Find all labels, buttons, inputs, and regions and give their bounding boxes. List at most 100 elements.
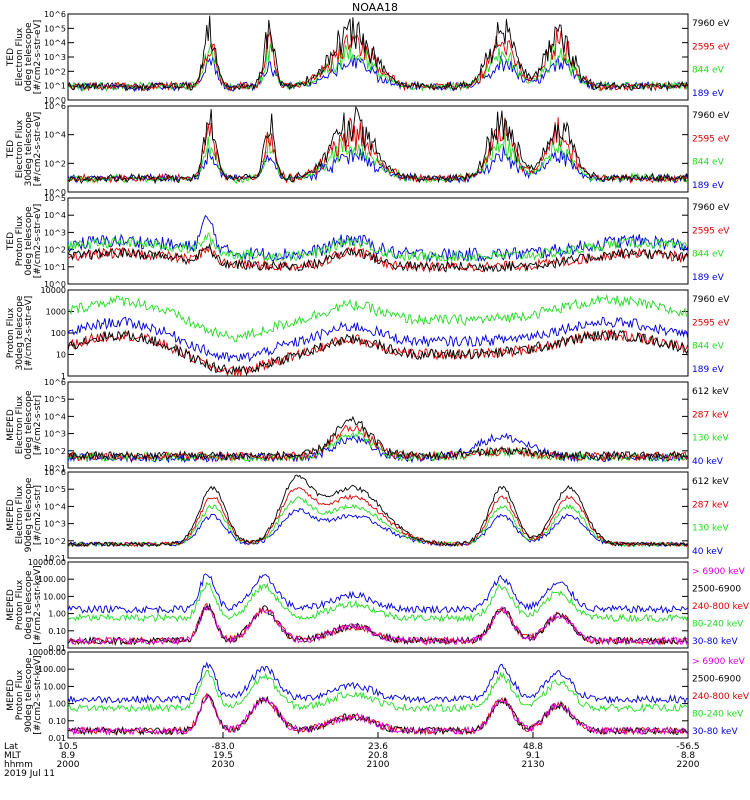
x-tick-hhmm: 2000 — [57, 760, 80, 770]
legend-entry: 240-800 keV — [692, 692, 750, 702]
series-line — [68, 602, 688, 647]
x-tick-mlt: 20.8 — [368, 751, 388, 761]
legend-entry: 7960 eV — [692, 19, 730, 29]
x-tick-mlt: 8.9 — [61, 751, 76, 761]
ytick-label: 100 — [51, 329, 66, 338]
series-line — [68, 605, 688, 646]
series-line — [68, 507, 688, 548]
legend-entry: 7960 eV — [692, 295, 730, 305]
ylabel-line: 90deg telescope — [24, 657, 34, 732]
x-tick-lat: -56.5 — [676, 742, 699, 752]
x-tick-lat: 23.6 — [368, 742, 388, 752]
legend-entry: > 6900 keV — [692, 567, 746, 577]
legend-entry: 2595 eV — [692, 42, 730, 52]
ytick-label: 10^3 — [44, 53, 66, 62]
ylabel-line: Electron Flux — [15, 27, 25, 86]
series-line — [68, 573, 688, 615]
series-line — [68, 246, 688, 274]
chart-panel-5: 10^1 10^2 10^3 10^4 10^5 10^6 MEPED Electron Fl… — [6, 378, 729, 473]
chart-panel-6: 10^1 10^2 10^3 10^4 10^5 10^6 MEPED Electron Fl… — [6, 468, 729, 563]
figure-title: NOAA18 — [352, 1, 398, 14]
series-line — [68, 132, 688, 184]
ylabel-line: 0deg telescope — [24, 570, 34, 640]
legend-entry: > 6900 keV — [692, 657, 746, 667]
series-line — [68, 430, 688, 464]
series-line — [68, 29, 688, 92]
ytick-label: 10^2 — [44, 159, 66, 168]
ytick-label: 10^5 — [44, 485, 66, 494]
panel-frame — [67, 105, 689, 193]
ylabel-line: MEPED — [6, 679, 16, 711]
series-group — [68, 573, 688, 647]
series-line — [68, 243, 688, 273]
x-tick-mlt: 19.5 — [213, 751, 233, 761]
series-group — [68, 474, 688, 548]
footer-row-label: Lat — [4, 742, 19, 752]
ytick-label: 10^2 — [44, 246, 66, 255]
legend-entry: 7960 eV — [692, 203, 730, 213]
ytick-label: 1 — [61, 372, 66, 381]
ytick-label: 10^1 — [44, 263, 66, 272]
ytick-label: 10^4 — [44, 412, 66, 421]
legend-entry: 80-240 keV — [692, 710, 744, 720]
ylabel-line: [#/cm2-s-str-eV] — [24, 296, 34, 371]
x-tick-hhmm: 2130 — [522, 760, 545, 770]
ytick-label: 10^5 — [44, 194, 66, 203]
legend-entry: 240-800 keV — [692, 602, 750, 612]
ylabel-line: [#/cm2-s-str-eV] — [33, 112, 43, 187]
legend-entry: 30-80 keV — [692, 727, 738, 737]
legend-entry: 844 eV — [692, 250, 725, 260]
ytick-label: 1000 — [46, 308, 66, 317]
ytick-label: 1.00 — [48, 700, 66, 709]
chart-panel-3: 10^0 10^1 10^2 10^3 10^4 10^5 TED Proton Flux 0d… — [6, 194, 730, 289]
series-line — [68, 328, 688, 376]
ytick-label: 10^4 — [44, 131, 66, 140]
ytick-label: 10^2 — [44, 537, 66, 546]
series-group — [68, 214, 688, 274]
legend-entry: 844 eV — [692, 342, 725, 352]
legend-entry: 7960 eV — [692, 111, 730, 121]
ytick-label: 10^4 — [44, 39, 66, 48]
ylabel-line: 30deg telescope — [15, 295, 25, 370]
ylabel-line: [#/cm2-s-str-keV] — [33, 565, 43, 644]
ytick-label: 10^5 — [44, 24, 66, 33]
panel-frame — [67, 197, 689, 285]
legend-entry: 130 keV — [692, 524, 729, 534]
footer-date: 2019 Jul 11 — [4, 769, 55, 779]
ytick-label: 10000.00 — [28, 558, 66, 567]
series-line — [68, 232, 688, 263]
ytick-label: 10^6 — [44, 102, 66, 111]
legend-entry: 189 eV — [692, 365, 725, 375]
series-line — [68, 487, 688, 548]
panel-frame — [67, 381, 689, 469]
chart-panel-7: 10000.00 100.00 10.00 1.00 0.10 0.01 MEPED Prot… — [6, 558, 750, 653]
legend-entry: 2500-6900 — [692, 675, 741, 685]
ytick-label: 10^0 — [44, 96, 66, 105]
ylabel-line: MEPED — [6, 589, 16, 621]
ytick-label: 100.00 — [38, 575, 66, 584]
x-tick-hhmm: 2200 — [677, 760, 700, 770]
ylabel-line: Electron Flux — [15, 119, 25, 178]
footer-row-label: hhmm — [4, 760, 33, 770]
series-line — [68, 117, 688, 184]
ylabel-line: TED — [6, 48, 16, 67]
ylabel-line: TED — [6, 140, 16, 159]
ylabel-line: Proton Flux — [15, 579, 25, 630]
x-tick-mlt: 9.1 — [526, 751, 540, 761]
ytick-label: 10^5 — [44, 395, 66, 404]
series-group — [68, 661, 688, 737]
ytick-label: 10^0 — [44, 188, 66, 197]
legend-entry: 80-240 keV — [692, 620, 744, 630]
series-line — [68, 15, 688, 92]
ylabel-line: MEPED — [6, 409, 16, 441]
series-line — [68, 214, 688, 263]
ytick-label: 10^1 — [44, 464, 66, 473]
series-line — [68, 293, 688, 343]
series-line — [68, 581, 688, 624]
ylabel-line: [#/cm2-s-str-eV] — [33, 20, 43, 95]
ylabel-line: [#/cm2-s-str-eV] — [33, 204, 43, 279]
ytick-label: 0.01 — [48, 644, 66, 653]
series-group — [68, 15, 688, 93]
